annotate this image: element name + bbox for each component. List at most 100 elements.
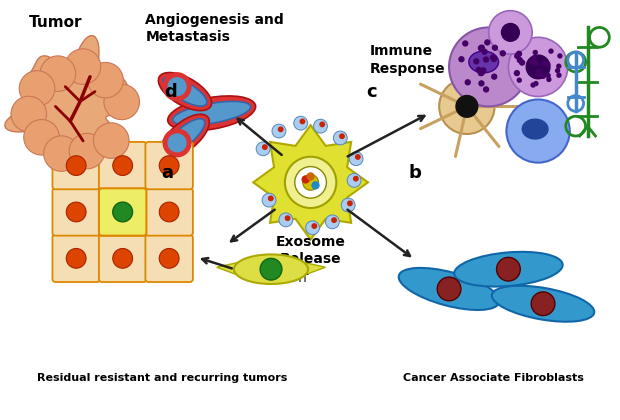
Circle shape (463, 41, 467, 46)
Circle shape (479, 81, 484, 86)
Circle shape (490, 55, 495, 60)
Circle shape (479, 46, 484, 50)
Circle shape (557, 73, 561, 77)
Circle shape (502, 24, 520, 41)
Circle shape (481, 68, 486, 73)
Circle shape (485, 40, 490, 45)
Circle shape (268, 196, 273, 201)
Ellipse shape (234, 255, 308, 284)
Circle shape (437, 277, 461, 301)
FancyBboxPatch shape (53, 142, 100, 189)
Circle shape (332, 218, 336, 222)
FancyBboxPatch shape (146, 142, 193, 189)
Ellipse shape (492, 286, 594, 322)
Circle shape (306, 221, 319, 235)
Circle shape (19, 71, 55, 106)
Circle shape (349, 152, 363, 165)
Circle shape (439, 79, 495, 134)
Circle shape (482, 49, 487, 54)
Circle shape (526, 55, 550, 79)
Circle shape (479, 45, 484, 50)
Circle shape (507, 100, 570, 163)
Text: a: a (161, 165, 173, 182)
Ellipse shape (469, 51, 498, 73)
Circle shape (474, 59, 479, 64)
Circle shape (320, 122, 324, 126)
Circle shape (520, 60, 525, 65)
Circle shape (517, 78, 521, 82)
Text: Cancer Associate Fibroblasts: Cancer Associate Fibroblasts (403, 373, 584, 383)
FancyBboxPatch shape (146, 188, 193, 236)
Circle shape (489, 10, 532, 54)
Circle shape (168, 134, 186, 152)
Circle shape (556, 69, 559, 73)
Text: Residual resistant and recurring tumors: Residual resistant and recurring tumors (37, 373, 288, 383)
Polygon shape (253, 125, 368, 239)
Circle shape (307, 173, 314, 180)
Text: c: c (366, 83, 377, 100)
Circle shape (542, 61, 546, 65)
Circle shape (300, 119, 304, 123)
Circle shape (43, 136, 79, 171)
Circle shape (347, 173, 361, 187)
Text: Exosome
Release: Exosome Release (276, 235, 345, 266)
Circle shape (24, 120, 60, 155)
Ellipse shape (161, 114, 210, 158)
Circle shape (312, 224, 317, 228)
Circle shape (508, 37, 568, 97)
Circle shape (537, 69, 541, 73)
Polygon shape (216, 261, 243, 277)
FancyBboxPatch shape (146, 235, 193, 282)
Circle shape (534, 61, 538, 65)
Circle shape (159, 249, 179, 268)
Ellipse shape (165, 119, 205, 153)
Circle shape (279, 213, 293, 227)
Circle shape (515, 53, 520, 58)
Circle shape (113, 156, 133, 176)
Circle shape (492, 74, 497, 79)
Circle shape (517, 58, 522, 63)
Circle shape (557, 64, 560, 68)
Circle shape (533, 61, 537, 65)
Circle shape (459, 57, 464, 62)
Circle shape (159, 202, 179, 222)
Circle shape (531, 292, 555, 315)
Ellipse shape (454, 252, 562, 286)
Circle shape (541, 74, 545, 78)
FancyBboxPatch shape (99, 188, 146, 236)
Circle shape (163, 73, 191, 100)
Text: Immune
Response: Immune Response (370, 44, 446, 76)
Circle shape (456, 95, 478, 117)
Circle shape (285, 216, 290, 220)
Circle shape (533, 56, 536, 60)
Circle shape (497, 257, 520, 281)
Text: EMT: EMT (286, 274, 309, 284)
Ellipse shape (173, 101, 250, 125)
FancyBboxPatch shape (99, 142, 146, 189)
Circle shape (516, 51, 521, 56)
Circle shape (537, 72, 541, 76)
Circle shape (263, 145, 267, 149)
Text: d: d (164, 83, 177, 100)
Circle shape (356, 155, 360, 159)
Text: Tumor: Tumor (29, 15, 82, 30)
Circle shape (11, 96, 46, 132)
Circle shape (546, 62, 550, 66)
Circle shape (159, 156, 179, 176)
Circle shape (314, 119, 327, 133)
Circle shape (492, 57, 497, 61)
Circle shape (547, 77, 551, 81)
Circle shape (104, 84, 140, 120)
Circle shape (302, 176, 309, 183)
Circle shape (492, 45, 497, 50)
Circle shape (260, 258, 282, 280)
FancyBboxPatch shape (53, 235, 100, 282)
Circle shape (340, 134, 344, 139)
Circle shape (479, 71, 484, 76)
Circle shape (465, 80, 470, 85)
Circle shape (168, 78, 186, 95)
Circle shape (262, 193, 276, 207)
Circle shape (326, 215, 339, 229)
Circle shape (334, 131, 347, 145)
Circle shape (94, 123, 129, 158)
